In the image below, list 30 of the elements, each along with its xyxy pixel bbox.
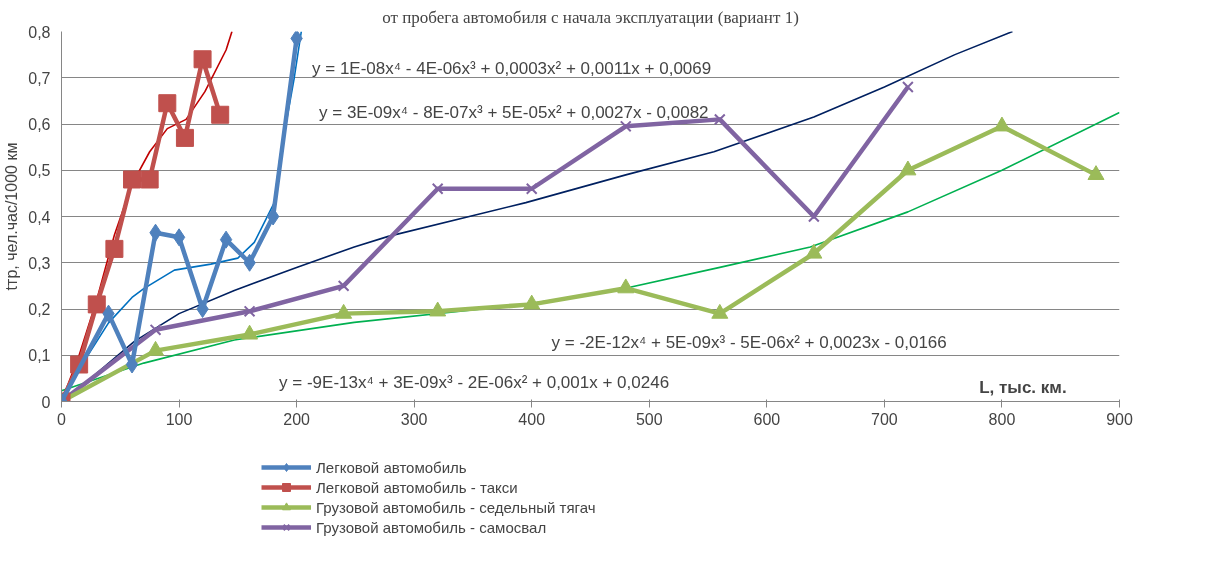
x-tick-label: 800	[988, 410, 1016, 428]
y-tick-label: 0,5	[28, 162, 51, 180]
annotation: y = 1E-08x⁴ - 4E-06x³ + 0,0003x² + 0,0011x + 0,0069	[312, 58, 712, 78]
legend-label: Легковой автомобиль - такси	[316, 477, 518, 497]
legend-label: Грузовой автомобиль - седельный тягач	[316, 497, 596, 517]
y-tick-label: 0,7	[28, 69, 51, 87]
annotation: y = -2E-12x⁴ + 5E-09x³ - 5E-06x² + 0,0023x - 0,0166	[551, 333, 947, 353]
x-tick-label: 500	[635, 410, 663, 428]
y-tick-label: 0,1	[28, 347, 51, 365]
legend-label: Легковой автомобиль	[316, 457, 467, 477]
x-tick-label: 700	[871, 410, 898, 428]
y-tick-label: 0,3	[28, 254, 51, 272]
x-tick-label: 300	[400, 410, 428, 428]
chart-title: от пробега автомобиля с начала эксплуатации (вариант 1)	[382, 7, 799, 27]
legend-label: Грузовой автомобиль - самосвал	[316, 517, 547, 537]
x-axis-title: L, тыс. км.	[979, 377, 1067, 397]
annotation: y = 3E-09x⁴ - 8E-07x³ + 5E-05x² + 0,0027x - 0,0082	[319, 102, 709, 122]
x-tick-label: 600	[753, 410, 781, 428]
annotation: y = -9E-13x⁴ + 3E-09x³ - 2E-06x² + 0,001x + 0,0246	[279, 372, 670, 392]
x-tick-label: 200	[283, 410, 311, 428]
x-tick-label: 900	[1106, 410, 1133, 428]
x-tick-label: 400	[518, 410, 546, 428]
y-tick-label: 0	[41, 393, 51, 411]
y-axis-title: tтр, чел.час/1000 км	[3, 142, 21, 291]
y-tick-label: 0,6	[28, 116, 51, 133]
x-tick-label: 100	[165, 410, 193, 428]
y-tick-label: 0,8	[28, 23, 51, 41]
y-tick-label: 0,2	[28, 301, 51, 318]
x-tick-label: 0	[57, 410, 67, 428]
y-tick-label: 0,4	[28, 208, 51, 226]
